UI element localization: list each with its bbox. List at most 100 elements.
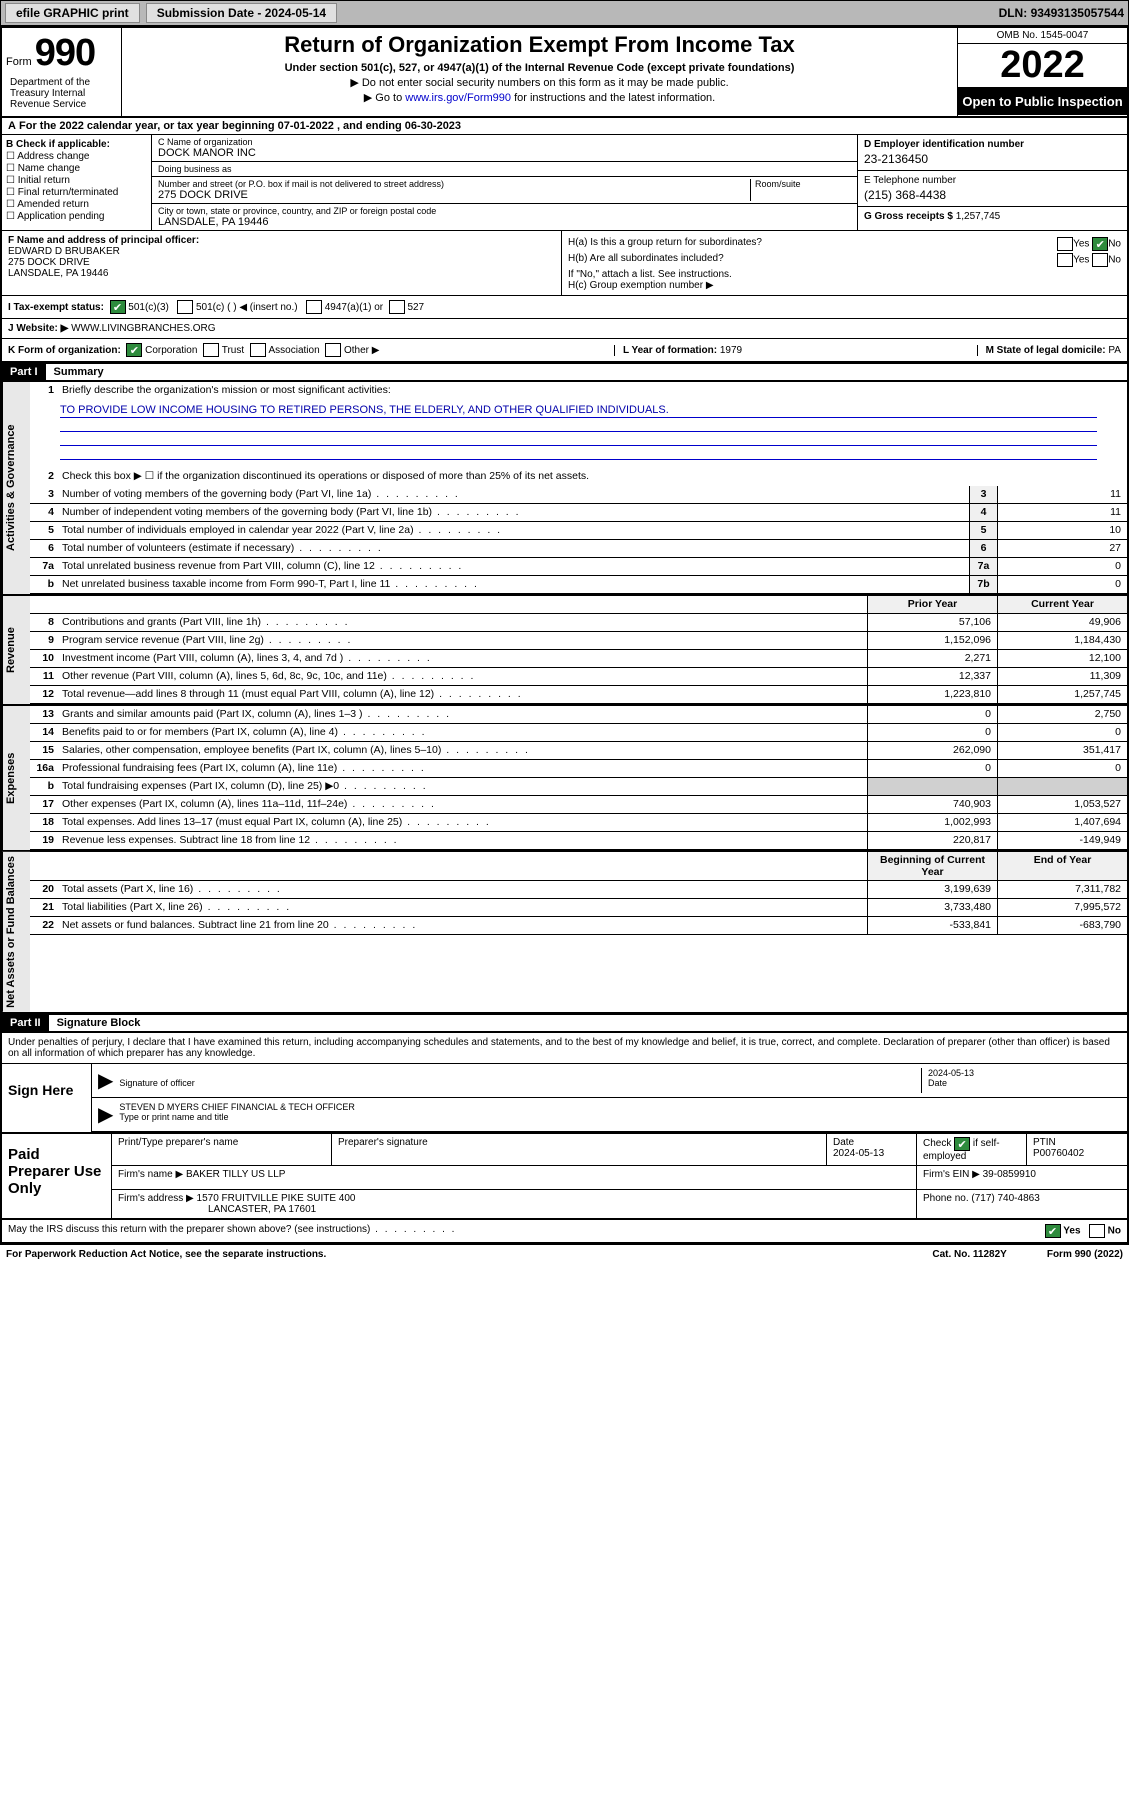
chk-527[interactable] bbox=[389, 300, 405, 314]
summary-row: 17Other expenses (Part IX, column (A), l… bbox=[30, 796, 1127, 814]
exp-section: Expenses 13Grants and similar amounts pa… bbox=[2, 706, 1127, 852]
line-num: 3 bbox=[30, 486, 58, 503]
date-label: Date bbox=[928, 1078, 1121, 1088]
ha-no[interactable] bbox=[1092, 237, 1108, 251]
discuss-yes[interactable] bbox=[1045, 1224, 1061, 1238]
rev-section: Revenue Prior Year Current Year 8Contrib… bbox=[2, 596, 1127, 706]
line-desc: Revenue less expenses. Subtract line 18 … bbox=[58, 832, 867, 849]
efile-print-btn[interactable]: efile GRAPHIC print bbox=[5, 3, 140, 23]
org-name-label: C Name of organization bbox=[158, 137, 851, 147]
part1-title: Summary bbox=[46, 364, 112, 380]
line-desc: Professional fundraising fees (Part IX, … bbox=[58, 760, 867, 777]
officer-addr1: 275 DOCK DRIVE bbox=[8, 257, 90, 268]
prior-amt: 262,090 bbox=[867, 742, 997, 759]
chk-amended[interactable]: ☐ Amended return bbox=[6, 199, 147, 210]
curr-amt: 1,053,527 bbox=[997, 796, 1127, 813]
curr-amt: 7,995,572 bbox=[997, 899, 1127, 916]
chk-4947[interactable] bbox=[306, 300, 322, 314]
line-box: 5 bbox=[969, 522, 997, 539]
line-desc: Grants and similar amounts paid (Part IX… bbox=[58, 706, 867, 723]
chk-pending[interactable]: ☐ Application pending bbox=[6, 211, 147, 222]
chk-501c[interactable] bbox=[177, 300, 193, 314]
line-desc: Total expenses. Add lines 13–17 (must eq… bbox=[58, 814, 867, 831]
ptin-lbl: PTIN bbox=[1033, 1137, 1121, 1148]
form-header: Form 990 Department of the Treasury Inte… bbox=[2, 28, 1127, 118]
prior-amt: 220,817 bbox=[867, 832, 997, 849]
line-num: 20 bbox=[30, 881, 58, 898]
part2-header: Part II Signature Block bbox=[2, 1014, 1127, 1033]
prior-amt: 0 bbox=[867, 760, 997, 777]
declaration: Under penalties of perjury, I declare th… bbox=[2, 1033, 1127, 1063]
summary-row: 15Salaries, other compensation, employee… bbox=[30, 742, 1127, 760]
summary-row: 13Grants and similar amounts paid (Part … bbox=[30, 706, 1127, 724]
self-emp: Check if self-employed bbox=[923, 1138, 1000, 1161]
ha-label: H(a) Is this a group return for subordin… bbox=[568, 237, 762, 251]
chk-other[interactable] bbox=[325, 343, 341, 357]
discuss-no[interactable] bbox=[1089, 1224, 1105, 1238]
line-amt: 27 bbox=[997, 540, 1127, 557]
chk-501c3[interactable] bbox=[110, 300, 126, 314]
sign-here-label: Sign Here bbox=[2, 1064, 92, 1132]
curr-amt: 2,750 bbox=[997, 706, 1127, 723]
line-amt: 0 bbox=[997, 558, 1127, 575]
chk-self[interactable] bbox=[954, 1137, 970, 1151]
line-desc: Total unrelated business revenue from Pa… bbox=[58, 558, 969, 575]
prior-amt: 3,199,639 bbox=[867, 881, 997, 898]
hb-label: H(b) Are all subordinates included? bbox=[568, 253, 724, 267]
curr-amt: 351,417 bbox=[997, 742, 1127, 759]
hb-yes[interactable] bbox=[1057, 253, 1073, 267]
dba-label: Doing business as bbox=[158, 164, 851, 174]
efile-topbar: efile GRAPHIC print Submission Date - 20… bbox=[0, 0, 1129, 26]
prior-amt: 740,903 bbox=[867, 796, 997, 813]
line-desc: Benefits paid to or for members (Part IX… bbox=[58, 724, 867, 741]
chk-trust[interactable] bbox=[203, 343, 219, 357]
summary-row: 3Number of voting members of the governi… bbox=[30, 486, 1127, 504]
year-box: OMB No. 1545-0047 2022 Open to Public In… bbox=[957, 28, 1127, 116]
form-container: Form 990 Department of the Treasury Inte… bbox=[0, 26, 1129, 1245]
chk-name[interactable]: ☐ Name change bbox=[6, 163, 147, 174]
submission-date-btn[interactable]: Submission Date - 2024-05-14 bbox=[146, 3, 337, 23]
street-label: Number and street (or P.O. box if mail i… bbox=[158, 179, 746, 189]
irs-link[interactable]: www.irs.gov/Form990 bbox=[405, 92, 511, 104]
summary-row: 9Program service revenue (Part VIII, lin… bbox=[30, 632, 1127, 650]
prior-year-hdr: Prior Year bbox=[867, 596, 997, 613]
form-title-box: Return of Organization Exempt From Incom… bbox=[122, 28, 957, 116]
line-box: 6 bbox=[969, 540, 997, 557]
ha-yes[interactable] bbox=[1057, 237, 1073, 251]
gov-section: Activities & Governance 1 Briefly descri… bbox=[2, 382, 1127, 596]
hb-no[interactable] bbox=[1092, 253, 1108, 267]
curr-amt: 0 bbox=[997, 724, 1127, 741]
bcd-grid: B Check if applicable: ☐ Address change … bbox=[2, 135, 1127, 231]
prep-sig-lbl: Preparer's signature bbox=[338, 1137, 820, 1148]
sub-label: Submission Date - bbox=[157, 6, 265, 20]
open-public-badge: Open to Public Inspection bbox=[958, 88, 1127, 115]
chk-assoc[interactable] bbox=[250, 343, 266, 357]
prior-amt: -533,841 bbox=[867, 917, 997, 934]
line-desc: Investment income (Part VIII, column (A)… bbox=[58, 650, 867, 667]
curr-amt bbox=[997, 778, 1127, 795]
chk-initial[interactable]: ☐ Initial return bbox=[6, 175, 147, 186]
firm-name-lbl: Firm's name ▶ bbox=[118, 1169, 183, 1180]
principal-officer: F Name and address of principal officer:… bbox=[2, 231, 562, 295]
chk-final[interactable]: ☐ Final return/terminated bbox=[6, 187, 147, 198]
sub-date: 2024-05-14 bbox=[265, 6, 326, 20]
line-desc: Total liabilities (Part X, line 26) bbox=[58, 899, 867, 916]
line-num: 18 bbox=[30, 814, 58, 831]
firm-addr1: 1570 FRUITVILLE PIKE SUITE 400 bbox=[197, 1193, 356, 1204]
chk-corp[interactable] bbox=[126, 343, 142, 357]
line-desc: Other revenue (Part VIII, column (A), li… bbox=[58, 668, 867, 685]
summary-row: 4Number of independent voting members of… bbox=[30, 504, 1127, 522]
curr-amt: 12,100 bbox=[997, 650, 1127, 667]
footer: For Paperwork Reduction Act Notice, see … bbox=[0, 1245, 1129, 1264]
dept-treasury: Department of the Treasury Internal Reve… bbox=[6, 75, 117, 112]
line-desc: Total number of volunteers (estimate if … bbox=[58, 540, 969, 557]
part1-badge: Part I bbox=[2, 364, 46, 380]
summary-row: 7aTotal unrelated business revenue from … bbox=[30, 558, 1127, 576]
chk-address[interactable]: ☐ Address change bbox=[6, 151, 147, 162]
line-num: 16a bbox=[30, 760, 58, 777]
form-subtitle: Under section 501(c), 527, or 4947(a)(1)… bbox=[130, 62, 949, 74]
firm-addr2: LANCASTER, PA 17601 bbox=[208, 1204, 316, 1215]
state-domicile: M State of legal domicile: PA bbox=[977, 345, 1121, 356]
line-box: 4 bbox=[969, 504, 997, 521]
end-year-hdr: End of Year bbox=[997, 852, 1127, 880]
